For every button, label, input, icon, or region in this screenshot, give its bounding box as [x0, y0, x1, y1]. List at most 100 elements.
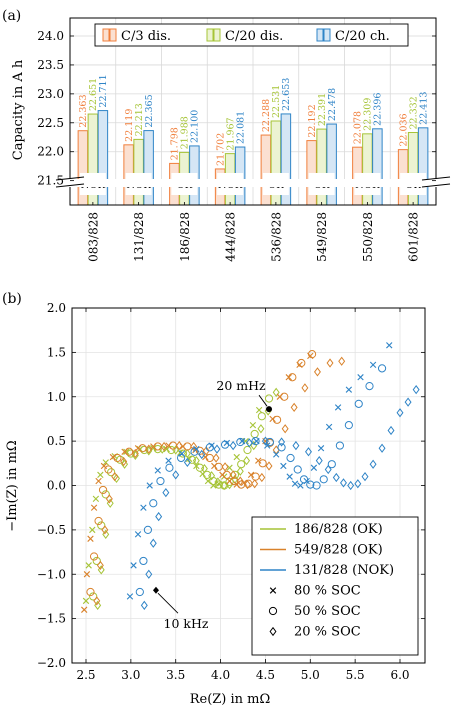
data-point	[334, 404, 342, 411]
cross-stroke	[317, 445, 325, 452]
data-point	[139, 556, 148, 566]
data-point	[113, 473, 120, 484]
bar-value-label: 22.653	[281, 78, 292, 111]
bar-legend-swatch	[213, 28, 221, 42]
cross-stroke	[123, 448, 130, 455]
axis-break-line	[55, 176, 85, 181]
data-point	[126, 449, 135, 458]
data-point	[369, 459, 377, 469]
data-point	[89, 552, 99, 561]
annotation-marker	[152, 586, 159, 594]
data-point	[354, 399, 363, 408]
bar-value-label: 22.036	[398, 113, 409, 146]
cross-stroke	[264, 442, 271, 449]
data-point	[85, 562, 92, 569]
cross-stroke	[233, 453, 240, 461]
bar-value-label: 21.988	[180, 116, 191, 149]
data-point	[146, 482, 153, 489]
data-point	[203, 470, 212, 479]
bar-value-label: 22.288	[261, 99, 272, 132]
data-point	[89, 526, 96, 534]
scatter-x-tick-label: 5.0	[301, 668, 320, 682]
cross-stroke	[273, 451, 280, 458]
data-point	[145, 569, 153, 579]
data-point	[96, 560, 104, 571]
data-point	[190, 441, 198, 452]
data-point	[286, 473, 293, 480]
data-point	[243, 445, 252, 455]
data-point	[280, 392, 289, 401]
bar-value-label: 22.363	[78, 94, 89, 127]
data-point	[378, 443, 386, 453]
data-point	[280, 462, 287, 470]
data-point	[93, 596, 101, 606]
data-point	[81, 606, 88, 613]
data-point	[190, 447, 199, 456]
cross-stroke	[177, 449, 184, 456]
cross-stroke	[134, 531, 142, 538]
data-point	[225, 477, 234, 487]
scatter-x-tick-label: 3.5	[166, 668, 185, 682]
cross-stroke	[386, 342, 393, 349]
bar-y-ticks: 24.0 23.5 23.0 22.5 22.0 21.5	[37, 29, 436, 188]
bar-y-tick-label: 22.5	[37, 116, 64, 130]
data-point	[278, 437, 286, 447]
scatter-y-tick-label: 1.5	[47, 345, 66, 359]
data-point	[345, 386, 353, 393]
annotation-leader	[258, 394, 268, 407]
data-point	[95, 477, 102, 485]
data-point	[140, 600, 148, 610]
cross-stroke	[178, 450, 186, 457]
data-point	[149, 499, 158, 508]
data-point	[365, 382, 374, 391]
bar-legend-swatch	[109, 28, 117, 42]
bar-value-label: 22.078	[353, 111, 364, 144]
data-point	[176, 453, 186, 463]
bar-value-label: 22.413	[418, 92, 429, 125]
data-point	[200, 464, 208, 474]
data-point	[214, 462, 223, 471]
cross-stroke	[100, 462, 108, 470]
bar-value-label: 21.967	[225, 117, 236, 150]
data-point	[214, 477, 222, 487]
data-point	[340, 478, 347, 488]
cross-stroke	[357, 374, 364, 381]
bar-x-ticks: 083/828 131/828 186/828 444/828 536/828 549/8…	[86, 202, 421, 262]
data-point	[212, 453, 220, 463]
cross-stroke	[286, 473, 293, 480]
data-point	[221, 462, 229, 472]
bar-value-label: 21.798	[170, 127, 181, 160]
cross-stroke	[165, 457, 172, 464]
data-point	[100, 462, 108, 470]
bar-value-label: 22.309	[363, 98, 374, 131]
scatter-x-axis-label: Re(Z) in mΩ	[190, 692, 271, 707]
bar-category-label: 444/828	[224, 212, 238, 262]
panel-a-label: (a)	[2, 8, 21, 24]
cross-stroke	[269, 587, 277, 594]
data-point	[213, 444, 221, 454]
scatter-y-tick-label: −2.0	[37, 656, 66, 670]
cross-stroke	[140, 504, 147, 511]
data-point	[344, 421, 353, 430]
bar-value-label: 22.119	[124, 109, 135, 142]
data-point	[134, 531, 142, 538]
data-point	[94, 516, 103, 526]
data-point	[305, 447, 312, 457]
bar-value-label: 22.081	[235, 111, 246, 144]
cross-stroke	[226, 464, 233, 471]
annotation-label: 20 mHz	[216, 378, 266, 393]
cross-stroke	[90, 504, 98, 511]
data-point	[310, 464, 318, 471]
bar-value-label: 22.213	[134, 103, 145, 136]
bar-legend-swatch	[206, 28, 214, 42]
data-point	[105, 494, 113, 504]
scatter-axes: 2.5 3.0 3.5 4.0 4.5 5.0 5.5 6.0 2.0 1.5 1.0 0.5 0.0 −…	[37, 301, 426, 682]
data-point	[251, 437, 260, 446]
cross-stroke	[226, 477, 233, 485]
cross-stroke	[87, 535, 94, 542]
nyquist-plot-panel: (b) −Im(Z) in mΩ Re(Z) in mΩ 20 mHz 10 kH…	[2, 291, 426, 707]
axis-break-line	[421, 183, 451, 188]
data-point	[386, 342, 393, 349]
bar-value-label: 22.531	[271, 85, 282, 118]
bar-legend-swatch	[316, 28, 324, 42]
